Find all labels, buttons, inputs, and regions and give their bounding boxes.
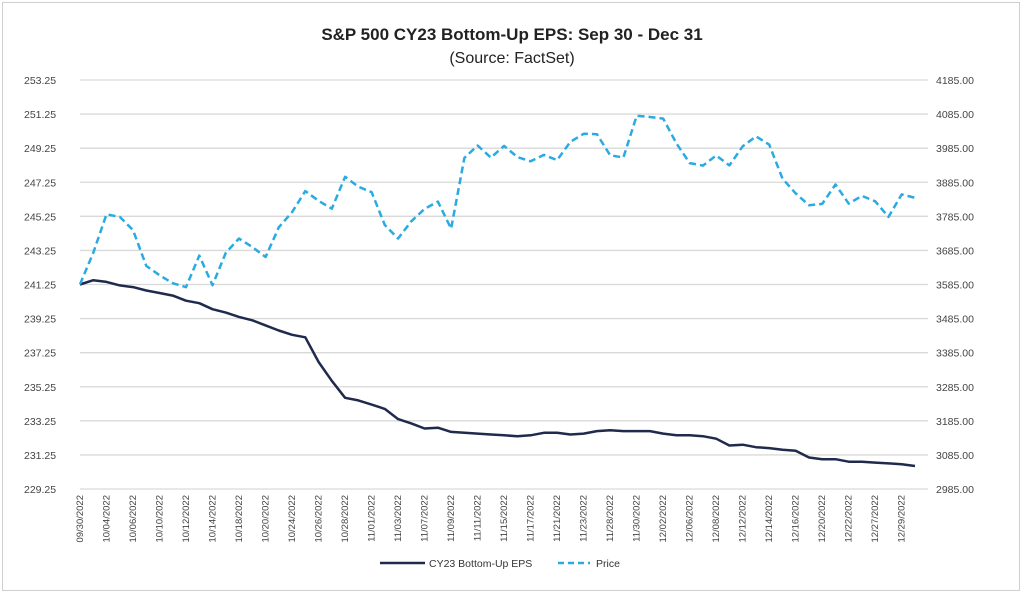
- chart-subtitle: (Source: FactSet): [449, 50, 574, 67]
- x-tick-label: 10/04/2022: [102, 495, 113, 543]
- x-tick-label: 11/03/2022: [393, 495, 404, 542]
- price-line: [78, 114, 916, 289]
- left-axis-ticks: 229.25 231.25 233.25 235.25 237.25 239.25 241.…: [24, 75, 56, 496]
- x-tick-label: 10/12/2022: [181, 495, 192, 543]
- x-tick-label: 11/21/2022: [552, 495, 563, 542]
- right-tick-label: 3285.00: [936, 382, 974, 394]
- left-tick-label: 249.25: [24, 143, 56, 155]
- gridlines: [80, 79, 928, 490]
- x-tick-label: 10/14/2022: [208, 495, 219, 543]
- right-axis-ticks: 2985.00 3085.00 3185.00 3285.00 3385.00 3485.…: [936, 75, 974, 496]
- x-tick-label: 12/14/2022: [764, 495, 775, 543]
- left-tick-label: 253.25: [24, 75, 56, 87]
- right-tick-label: 4185.00: [936, 75, 974, 87]
- left-tick-label: 243.25: [24, 245, 56, 257]
- x-tick-label: 11/28/2022: [605, 495, 616, 542]
- x-tick-label: 10/28/2022: [340, 495, 351, 543]
- x-tick-label: 12/27/2022: [870, 495, 881, 543]
- x-tick-label: 11/01/2022: [367, 495, 378, 542]
- x-tick-label: 12/08/2022: [711, 495, 722, 543]
- x-tick-label: 10/06/2022: [128, 495, 139, 543]
- x-tick-label: 11/30/2022: [632, 495, 643, 542]
- x-tick-label: 12/22/2022: [844, 495, 855, 543]
- x-tick-label: 11/07/2022: [420, 495, 431, 542]
- right-tick-label: 2985.00: [936, 484, 974, 496]
- chart-title: S&P 500 CY23 Bottom-Up EPS: Sep 30 - Dec…: [321, 25, 702, 44]
- x-tick-label: 12/12/2022: [738, 495, 749, 543]
- x-axis-ticks: 09/30/2022 10/04/2022 10/06/2022 10/10/2022…: [75, 495, 908, 543]
- right-tick-label: 3385.00: [936, 348, 974, 360]
- left-tick-label: 245.25: [24, 211, 56, 223]
- left-tick-label: 235.25: [24, 382, 56, 394]
- legend-eps-label: CY23 Bottom-Up EPS: [429, 558, 532, 570]
- right-tick-label: 3785.00: [936, 211, 974, 223]
- left-tick-label: 229.25: [24, 484, 56, 496]
- x-tick-label: 10/10/2022: [155, 495, 166, 543]
- left-tick-label: 237.25: [24, 348, 56, 360]
- right-tick-label: 3985.00: [936, 143, 974, 155]
- x-tick-label: 09/30/2022: [75, 495, 86, 543]
- left-tick-label: 247.25: [24, 177, 56, 189]
- x-tick-label: 10/26/2022: [314, 495, 325, 543]
- right-tick-label: 3485.00: [936, 314, 974, 326]
- right-tick-label: 3085.00: [936, 450, 974, 462]
- series-lines: [78, 114, 916, 468]
- x-tick-label: 12/16/2022: [791, 495, 802, 543]
- x-tick-label: 12/06/2022: [685, 495, 696, 543]
- left-tick-label: 239.25: [24, 314, 56, 326]
- x-tick-label: 11/11/2022: [473, 495, 484, 541]
- x-tick-label: 11/17/2022: [526, 495, 537, 542]
- left-tick-label: 231.25: [24, 450, 56, 462]
- left-tick-label: 233.25: [24, 416, 56, 428]
- right-tick-label: 4085.00: [936, 109, 974, 121]
- right-tick-label: 3585.00: [936, 280, 974, 292]
- right-tick-label: 3685.00: [936, 245, 974, 257]
- legend-price-label: Price: [596, 558, 620, 570]
- x-tick-label: 10/20/2022: [261, 495, 272, 543]
- x-tick-label: 12/02/2022: [658, 495, 669, 543]
- x-tick-label: 12/29/2022: [897, 495, 908, 543]
- x-tick-label: 10/24/2022: [287, 495, 298, 543]
- left-tick-label: 251.25: [24, 109, 56, 121]
- right-tick-label: 3885.00: [936, 177, 974, 189]
- x-tick-label: 11/23/2022: [579, 495, 590, 542]
- x-tick-label: 11/15/2022: [499, 495, 510, 542]
- eps-line: [79, 278, 916, 468]
- x-tick-label: 12/20/2022: [817, 495, 828, 543]
- left-tick-label: 241.25: [24, 280, 56, 292]
- x-tick-label: 10/18/2022: [234, 495, 245, 543]
- legend: CY23 Bottom-Up EPS Price: [380, 558, 620, 570]
- right-tick-label: 3185.00: [936, 416, 974, 428]
- x-tick-label: 11/09/2022: [446, 495, 457, 542]
